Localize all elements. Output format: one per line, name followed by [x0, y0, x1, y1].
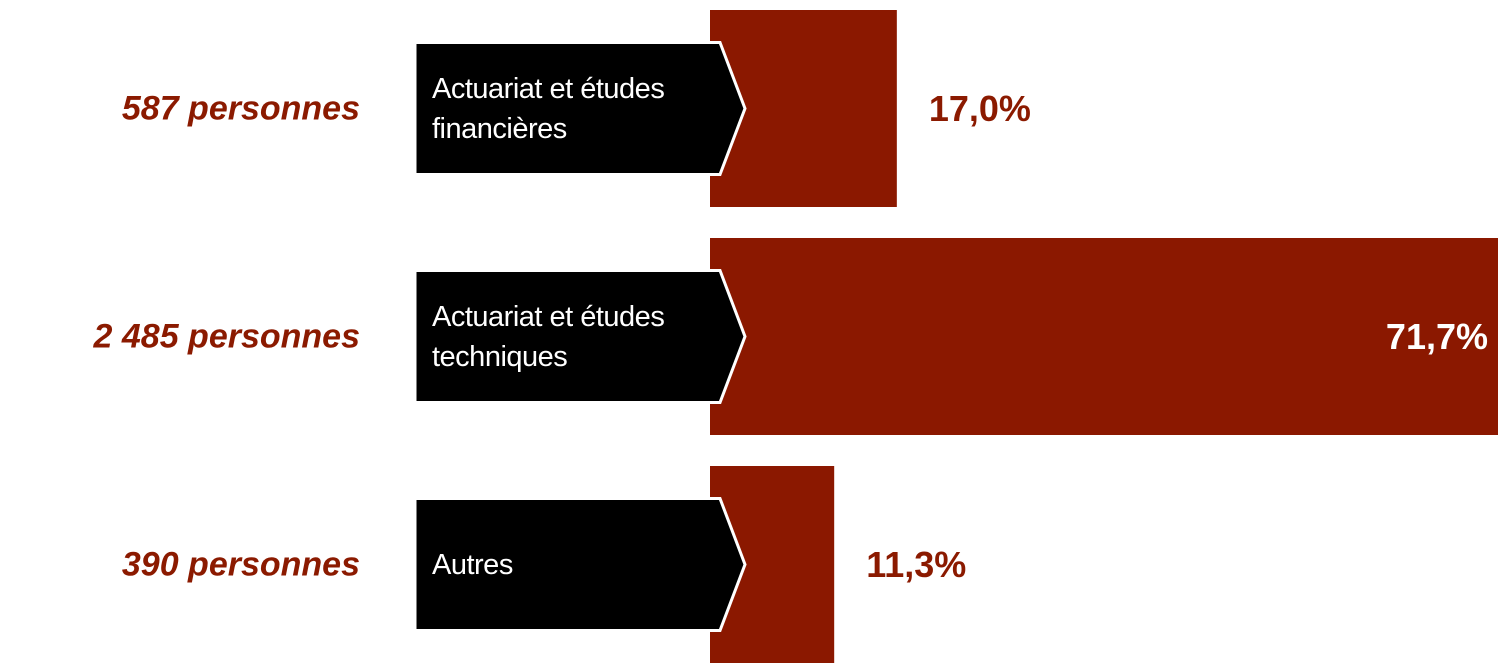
category-label: Actuariat et études techniques: [432, 300, 665, 373]
category-label: Autres: [432, 548, 513, 581]
value-label: 17,0%: [928, 87, 1031, 129]
category-arrow: [413, 497, 747, 632]
count-label: 587 personnes: [121, 89, 360, 127]
value-label: 71,7%: [1385, 315, 1488, 357]
category-arrow: [413, 41, 747, 176]
category-label: Actuariat et études financières: [432, 72, 665, 145]
count-label: 390 personnes: [121, 545, 360, 583]
value-label: 11,3%: [866, 543, 967, 585]
bar: [710, 238, 1498, 435]
count-label: 2 485 personnes: [93, 317, 360, 355]
category-arrow: [413, 269, 747, 404]
